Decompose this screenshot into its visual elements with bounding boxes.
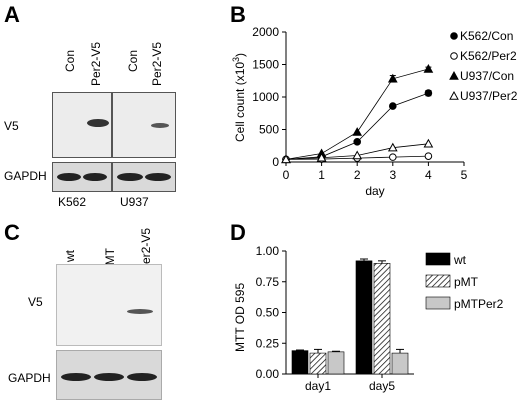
- blot-c-v5: [56, 264, 162, 346]
- legend-marker: [449, 70, 459, 80]
- bar: [309, 352, 327, 375]
- chart-d-x-tick-label: day5: [369, 379, 395, 393]
- chart-b-x-tick-label: 5: [461, 168, 468, 182]
- data-point: [389, 153, 397, 161]
- blot-a-gapdh-k562: [52, 162, 112, 192]
- blot-a-gapdh-u937: [112, 162, 176, 192]
- band-u937-per2v5: [151, 123, 169, 128]
- chart-b-y-tick-label: 1500: [252, 58, 279, 72]
- chart-d-y-tick-label: 1.00: [256, 244, 280, 258]
- chart-b-y-tick-label: 500: [259, 123, 279, 137]
- cell-line-k562: K562: [58, 195, 87, 209]
- data-point: [387, 73, 398, 83]
- band-gapdh-k562-1: [57, 173, 81, 181]
- legend-swatch: [425, 252, 451, 266]
- data-point: [387, 142, 398, 152]
- legend-label: pMT: [454, 275, 479, 289]
- data-point: [316, 152, 327, 162]
- chart-d-y-tick-label: 0.00: [256, 367, 280, 381]
- data-point: [389, 102, 397, 110]
- panel-d-letter: D: [230, 220, 246, 245]
- legend-marker: [450, 32, 458, 40]
- chart-b-y-tick-label: 1000: [252, 90, 279, 104]
- chart-d-y-tick-label: 0.75: [256, 275, 280, 289]
- panel-b-letter: B: [230, 2, 246, 27]
- chart-b-x-tick-label: 2: [354, 168, 361, 182]
- band-gapdh-k562-2: [83, 173, 107, 181]
- blot-c-gapdh: [56, 350, 162, 400]
- band-gapdh-pmtper2: [127, 373, 157, 381]
- panel-a-letter: A: [4, 2, 20, 27]
- blot-a-v5-u937: [112, 92, 176, 158]
- row-label-gapdh-a: GAPDH: [4, 169, 47, 183]
- bar: [391, 352, 409, 375]
- data-point: [424, 89, 433, 97]
- row-label-v5-c: V5: [28, 295, 43, 309]
- legend-label: pMTPer2: [454, 297, 504, 311]
- band-gapdh-u937-1: [117, 173, 143, 181]
- data-point: [353, 138, 362, 146]
- chart-d-x-tick-label: day1: [305, 379, 331, 393]
- bar: [373, 262, 391, 375]
- chart-d-y-tick-label: 0.50: [256, 306, 280, 320]
- data-point: [352, 150, 363, 160]
- chart-b-x-tick-label: 0: [283, 168, 290, 182]
- data-point: [281, 154, 291, 164]
- bar: [291, 350, 309, 375]
- blot-a-v5-k562: [52, 92, 112, 158]
- band-k562-per2v5: [87, 119, 109, 127]
- chart-d-y-tick-label: 0.25: [256, 336, 280, 350]
- legend-marker: [450, 52, 458, 60]
- chart-b-xlabel: day: [365, 184, 384, 198]
- cell-line-u937: U937: [120, 195, 149, 209]
- band-gapdh-wt: [61, 373, 91, 381]
- bar: [355, 260, 373, 375]
- data-point: [423, 64, 434, 73]
- panel-c-letter: C: [4, 220, 20, 245]
- row-label-gapdh-c: GAPDH: [8, 371, 51, 385]
- band-gapdh-u937-2: [145, 173, 171, 181]
- legend-marker: [449, 90, 459, 100]
- chart-b-x-tick-label: 4: [425, 168, 432, 182]
- chart-b-y-tick-label: 2000: [252, 25, 279, 39]
- legend-label: K562/Con: [460, 29, 513, 43]
- data-point: [423, 138, 434, 148]
- legend-swatch: [425, 296, 451, 310]
- data-point: [352, 127, 363, 136]
- legend-label: K562/Per2: [460, 49, 517, 63]
- legend-swatch: [425, 274, 451, 288]
- band-gapdh-pmt: [94, 373, 124, 381]
- bar: [327, 351, 345, 375]
- legend-label: U937/Con: [460, 69, 514, 83]
- legend-label: wt: [453, 253, 467, 267]
- chart-b-x-tick-label: 3: [389, 168, 396, 182]
- chart-b-x-tick-label: 1: [318, 168, 325, 182]
- chart-b-y-tick-label: 0: [272, 155, 279, 169]
- legend-label: U937/Per2: [460, 89, 518, 103]
- data-point: [424, 152, 433, 160]
- band-pmtper2v5: [127, 309, 153, 314]
- row-label-v5-a: V5: [4, 119, 19, 133]
